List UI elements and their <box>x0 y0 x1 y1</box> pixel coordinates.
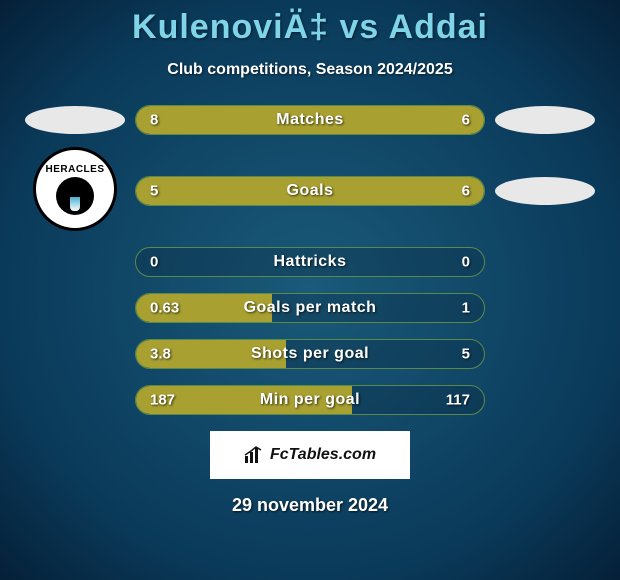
stat-value-right: 117 <box>446 392 470 409</box>
stat-bar-goals: 5 Goals 6 <box>135 176 485 206</box>
stat-bar-min-per-goal: 187 Min per goal 117 <box>135 385 485 415</box>
stat-label: Goals per match <box>136 299 484 317</box>
stat-value-right: 5 <box>462 346 470 363</box>
stat-row: 187 Min per goal 117 <box>0 385 620 415</box>
club-badge-label: HERACLES <box>45 164 104 175</box>
stat-value-right: 6 <box>462 112 470 129</box>
page-title: KulenoviÄ‡ vs Addai <box>0 8 620 47</box>
brand-text: FcTables.com <box>270 446 376 464</box>
stat-label: Min per goal <box>136 391 484 409</box>
stat-bar-shots-per-goal: 3.8 Shots per goal 5 <box>135 339 485 369</box>
club-right-placeholder-icon <box>495 177 595 205</box>
stat-row: 8 Matches 6 <box>0 105 620 135</box>
stat-bar-hattricks: 0 Hattricks 0 <box>135 247 485 277</box>
stat-row: HERACLES 5 Goals 6 <box>0 151 620 231</box>
stat-bar-matches: 8 Matches 6 <box>135 105 485 135</box>
stat-label: Hattricks <box>136 253 484 271</box>
stat-bar-goals-per-match: 0.63 Goals per match 1 <box>135 293 485 323</box>
bars-icon <box>244 446 266 464</box>
stat-row: 0.63 Goals per match 1 <box>0 293 620 323</box>
club-badge-stripe-icon <box>70 197 80 211</box>
stat-label: Matches <box>136 111 484 129</box>
stat-label: Shots per goal <box>136 345 484 363</box>
stat-row: 3.8 Shots per goal 5 <box>0 339 620 369</box>
club-badge-inner-icon <box>56 177 94 215</box>
footer-brand-box: FcTables.com <box>210 431 410 479</box>
brand-logo: FcTables.com <box>244 446 376 464</box>
player-right-placeholder-icon <box>495 106 595 134</box>
stat-value-right: 6 <box>462 183 470 200</box>
club-badge-left-icon: HERACLES <box>33 147 117 231</box>
stat-value-right: 1 <box>462 300 470 317</box>
stat-label: Goals <box>136 182 484 200</box>
page-subtitle: Club competitions, Season 2024/2025 <box>0 61 620 79</box>
footer-date: 29 november 2024 <box>0 495 620 516</box>
stat-row: 0 Hattricks 0 <box>0 247 620 277</box>
stat-value-right: 0 <box>462 254 470 271</box>
player-left-placeholder-icon <box>25 106 125 134</box>
